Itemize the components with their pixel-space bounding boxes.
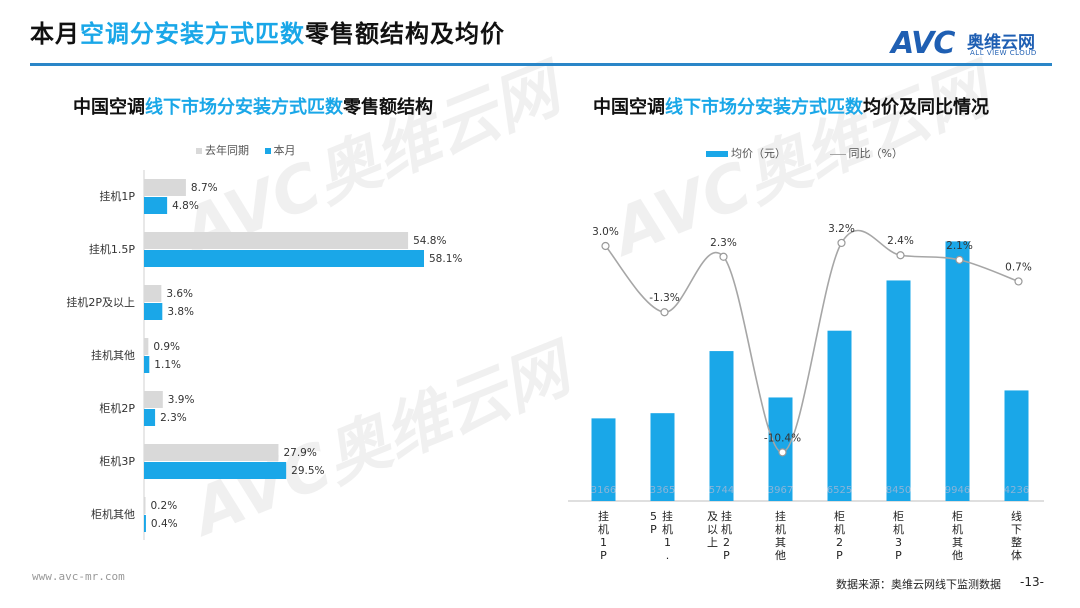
data-label-prev: 54.8% [413, 235, 446, 247]
bar-avg-price [709, 351, 734, 501]
yoy-data-label: 2.4% [887, 235, 914, 247]
bar-curr [144, 356, 150, 373]
bar-value-label: 5744 [709, 485, 734, 496]
bar-prev [144, 391, 163, 408]
bar-avg-price [945, 241, 970, 501]
yoy-point [955, 255, 964, 264]
bar-avg-price [650, 413, 675, 501]
yoy-point [601, 241, 610, 251]
category-label: 柜机其他 [91, 507, 135, 521]
data-label-curr: 2.3% [160, 412, 187, 424]
bar-curr [144, 303, 163, 320]
data-label-curr: 1.1% [154, 359, 181, 371]
yoy-point [896, 251, 905, 260]
yoy-line [604, 229, 1019, 454]
page-title: 本月空调分安装方式匹数零售额结构及均价 [30, 20, 505, 48]
bar-curr [144, 462, 287, 479]
category-label: 挂机1.5P [89, 242, 135, 256]
category-label: 柜机3P [99, 454, 135, 468]
bar-value-label: 3166 [591, 485, 616, 496]
bar-curr [144, 197, 168, 214]
avc-logo: AVC 奥维云网 ALL VIEW CLOUD [891, 26, 1061, 61]
yoy-data-label: 3.0% [592, 226, 619, 238]
data-label-prev: 0.2% [151, 500, 178, 512]
footer-source: 数据来源：奥维云网线下监测数据 [836, 578, 1001, 591]
bar-prev [144, 338, 149, 355]
bar-prev [144, 497, 146, 514]
data-label-prev: 8.7% [191, 182, 218, 194]
bar-prev [144, 444, 279, 461]
yoy-data-label: 2.3% [710, 237, 737, 249]
data-label-prev: 3.9% [168, 394, 195, 406]
bar-avg-price [827, 330, 852, 501]
footer-site: www.avc-mr.com [32, 570, 125, 583]
right-chart-title: 中国空调线下市场分安装方式匹数均价及同比情况 [593, 97, 989, 118]
bar-value-label: 9946 [945, 485, 970, 496]
data-label-curr: 29.5% [291, 465, 324, 477]
bar-value-label: 3365 [650, 485, 675, 496]
bar-prev [144, 285, 162, 302]
category-label: 挂机 1. [662, 509, 673, 562]
bar-avg-price [886, 280, 911, 501]
logo-en: ALL VIEW CLOUD [970, 49, 1037, 57]
left-chart-title: 中国空调线下市场分安装方式匹数零售额结构 [73, 97, 433, 118]
legend-item-line: 同比（%） [829, 147, 903, 160]
bar-curr [144, 409, 156, 426]
data-label-prev: 27.9% [283, 447, 316, 459]
bar-value-label: 8450 [886, 485, 911, 496]
bar-value-label: 3967 [768, 485, 793, 496]
data-label-curr: 58.1% [429, 253, 462, 265]
category-label: 挂机1P [99, 189, 135, 203]
bar-value-label: 6525 [827, 485, 852, 496]
bar-avg-price [591, 418, 616, 501]
data-label-curr: 0.4% [151, 518, 178, 530]
category-label: 挂机 2 P [721, 509, 732, 562]
yoy-point [660, 308, 669, 317]
page-number: -13- [1020, 575, 1044, 589]
category-label: 挂机2P及以上 [66, 295, 135, 309]
data-label-prev: 3.6% [166, 288, 193, 300]
category-label: 挂机其他 [91, 348, 135, 362]
bar-curr [144, 250, 424, 267]
bar-value-label: 4236 [1004, 485, 1029, 496]
legend-item-curr: 本月 [264, 144, 296, 157]
left-chart-legend: 去年同期 本月 [196, 142, 296, 158]
yoy-data-label: -1.3% [649, 292, 679, 304]
category-label: 挂机其他 [775, 509, 786, 562]
category-label: 柜机2P [99, 401, 135, 415]
data-label-prev: 0.9% [153, 341, 180, 353]
data-label-curr: 3.8% [167, 306, 194, 318]
yoy-point [1014, 277, 1023, 286]
category-label: 线下整体 [1011, 509, 1022, 562]
logo-cn: 奥维云网 [967, 33, 1035, 53]
bar-prev [144, 232, 409, 249]
category-label: 及以上 [707, 510, 718, 549]
right-chart-legend: 均价（元） 同比（%） [706, 145, 903, 161]
bar-avg-price [1004, 390, 1029, 501]
data-label-curr: 4.8% [172, 200, 199, 212]
yoy-point [778, 448, 787, 457]
yoy-point [837, 238, 846, 248]
category-label: 柜机其他 [952, 510, 963, 562]
legend-item-prev: 去年同期 [196, 144, 249, 157]
logo-mark: AVC [891, 26, 955, 61]
yoy-data-label: 2.1% [946, 240, 973, 252]
yoy-data-label: 3.2% [828, 223, 855, 235]
right-combo-chart: 3166 挂机 1 P 3365 挂机 1. 5 P 5744 挂机 2 P及以上 3967 挂机其他 652… [568, 223, 1044, 562]
bar-curr [144, 515, 146, 532]
left-bar-chart: 挂机1P 8.7% 4.8% 挂机1.5P 54.8% 58.1% 挂机2P及以上 3.6% 3… [66, 170, 462, 540]
title-divider [30, 63, 1052, 66]
bar-prev [144, 179, 186, 196]
yoy-point [719, 252, 728, 261]
yoy-data-label: -10.4% [764, 432, 801, 444]
yoy-data-label: 0.7% [1005, 261, 1032, 273]
legend-item-bar: 均价（元） [706, 147, 786, 160]
